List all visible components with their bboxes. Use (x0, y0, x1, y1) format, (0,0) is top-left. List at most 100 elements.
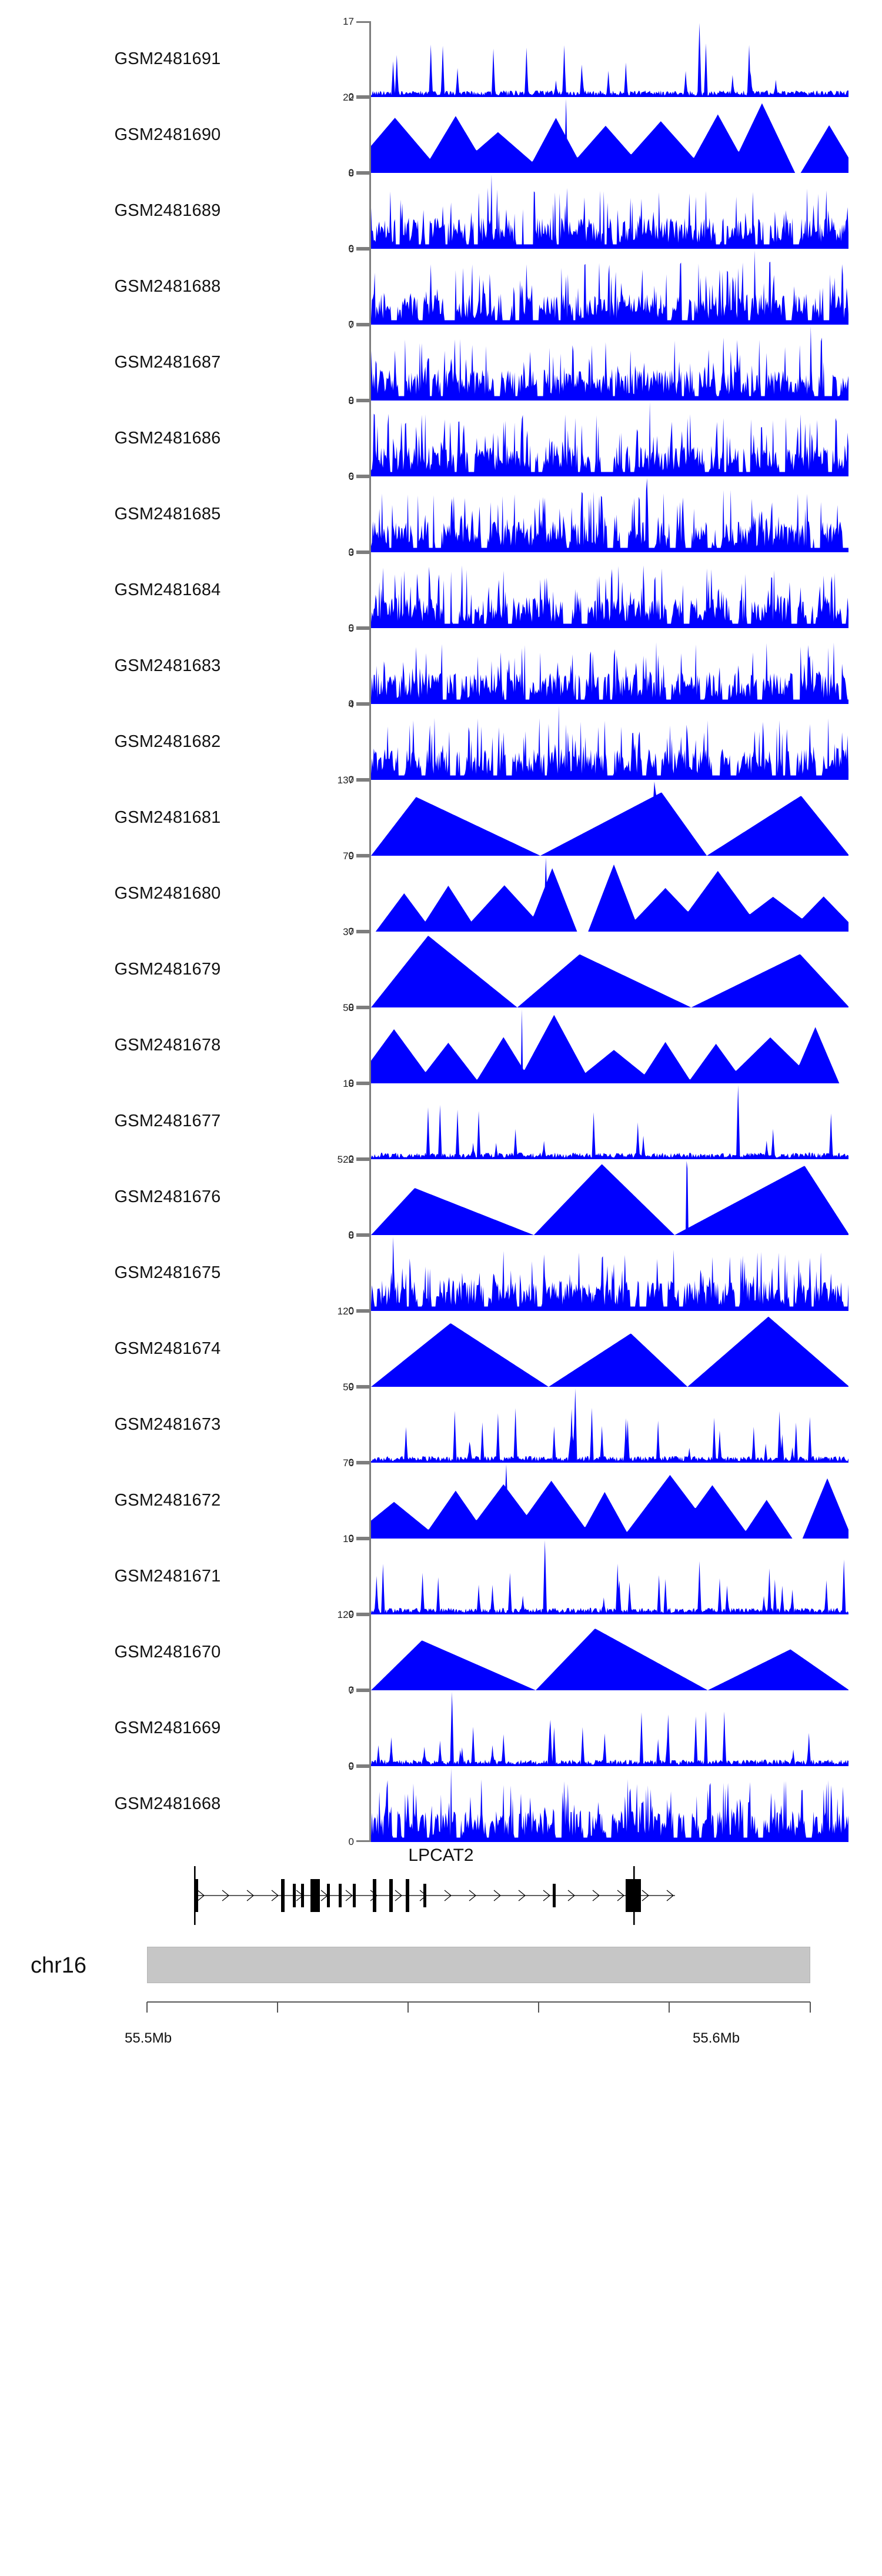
track-plot[interactable]: 22 0 (343, 92, 848, 178)
y-axis-max-label: 76 (343, 1457, 354, 1469)
y-axis-tick-min (356, 1082, 369, 1083)
track-plot[interactable]: 19 0 (343, 1534, 848, 1619)
track-plot[interactable]: 137 0 (338, 775, 848, 860)
y-axis-tick-min (356, 323, 369, 325)
y-axis-line (369, 1690, 371, 1766)
y-axis-min-label: 0 (348, 926, 354, 937)
ideogram-bar[interactable] (147, 1947, 810, 1983)
exon-box[interactable] (301, 1884, 304, 1907)
coverage-area (371, 1389, 848, 1463)
gene-model-track: LPCAT2 (0, 1842, 882, 1930)
y-axis-tick-max (356, 552, 369, 554)
coverage-track: GSM2481676 522 0 (0, 1154, 882, 1240)
exon-box[interactable] (310, 1879, 320, 1912)
gene-model-svg[interactable] (0, 1863, 882, 1928)
y-axis-min-label: 0 (348, 1533, 354, 1544)
coverage-track: GSM2481683 5 0 (0, 623, 882, 709)
y-axis-line (369, 780, 371, 856)
coord-left-label: 55.5Mb (125, 2030, 172, 2046)
y-axis-tick-max (356, 476, 369, 478)
y-axis-max-label: 4 (348, 699, 354, 710)
track-plot[interactable]: 59 0 (343, 1382, 848, 1467)
y-axis-max-label: 17 (343, 16, 354, 27)
y-axis-min-label: 0 (348, 395, 354, 406)
y-axis-min-label: 0 (348, 319, 354, 330)
y-axis-min-label: 0 (348, 1153, 354, 1164)
y-axis-tick-max (356, 704, 369, 706)
track-label-GSM2481678: GSM2481678 (114, 1036, 221, 1055)
axis-ticks-svg (146, 2001, 811, 2013)
exon-box[interactable] (406, 1879, 409, 1912)
track-plot[interactable]: 17 0 (343, 16, 848, 102)
coverage-area (371, 857, 848, 932)
strand-arrow-icon (222, 1890, 229, 1901)
exon-box[interactable] (353, 1884, 356, 1907)
y-axis-max-label: 8 (348, 1230, 354, 1241)
exon-box[interactable] (389, 1879, 393, 1912)
y-axis-max-label: 137 (337, 775, 354, 786)
y-axis-tick-max (356, 173, 369, 175)
track-plot[interactable]: 129 0 (338, 1610, 848, 1695)
y-axis-tick-min (356, 1233, 369, 1235)
y-axis-min-label: 0 (348, 243, 354, 254)
y-axis-tick-max (356, 1007, 369, 1009)
coverage-area (371, 402, 848, 476)
track-label-GSM2481690: GSM2481690 (114, 125, 221, 144)
track-plot[interactable]: 120 0 (338, 1306, 848, 1392)
coverage-area (371, 1540, 848, 1614)
exon-box[interactable] (553, 1884, 556, 1907)
y-axis-tick-max (356, 97, 369, 99)
track-plot[interactable]: 58 0 (343, 1003, 848, 1088)
y-axis-max-label: 6 (348, 471, 354, 482)
coverage-area (371, 1464, 848, 1539)
track-plot[interactable]: 522 0 (338, 1154, 848, 1240)
y-axis-tick-min (356, 1613, 369, 1614)
y-axis-tick-min (356, 399, 369, 401)
chromosome-label: chr16 (31, 1953, 87, 1978)
y-axis-tick-min (356, 1840, 369, 1842)
track-plot[interactable]: 37 0 (343, 927, 848, 1012)
track-plot[interactable]: 18 0 (343, 1079, 848, 1164)
exon-box[interactable] (327, 1884, 330, 1907)
y-axis-max-label: 79 (343, 850, 354, 862)
coverage-track: GSM2481691 17 0 (0, 16, 882, 102)
track-label-GSM2481681: GSM2481681 (114, 808, 221, 827)
y-axis-tick-max (356, 249, 369, 251)
track-label-GSM2481676: GSM2481676 (114, 1187, 221, 1206)
track-label-GSM2481684: GSM2481684 (114, 580, 221, 599)
strand-arrow-icon (666, 1890, 674, 1901)
y-axis-tick-max (356, 1614, 369, 1616)
y-axis-tick-min (356, 1689, 369, 1690)
y-axis-line (369, 1007, 371, 1083)
coverage-track: GSM2481673 59 0 (0, 1382, 882, 1467)
coverage-area (371, 706, 848, 780)
exon-box[interactable] (423, 1884, 426, 1907)
y-axis-line (369, 325, 371, 401)
exon-box[interactable] (281, 1879, 285, 1912)
y-axis-line (369, 1235, 371, 1311)
track-plot[interactable]: 79 0 (343, 851, 848, 936)
track-plot[interactable]: 76 0 (343, 1458, 848, 1543)
y-axis-tick-max (356, 1766, 369, 1768)
y-axis-tick-min (356, 702, 369, 704)
strand-arrow-icon (493, 1890, 501, 1901)
exon-box[interactable] (339, 1884, 342, 1907)
strand-arrow-icon (444, 1890, 452, 1901)
y-axis-line (369, 552, 371, 628)
exon-box[interactable] (293, 1884, 296, 1907)
exon-box[interactable] (194, 1879, 198, 1912)
exon-box[interactable] (373, 1879, 376, 1912)
coverage-area (371, 478, 848, 552)
